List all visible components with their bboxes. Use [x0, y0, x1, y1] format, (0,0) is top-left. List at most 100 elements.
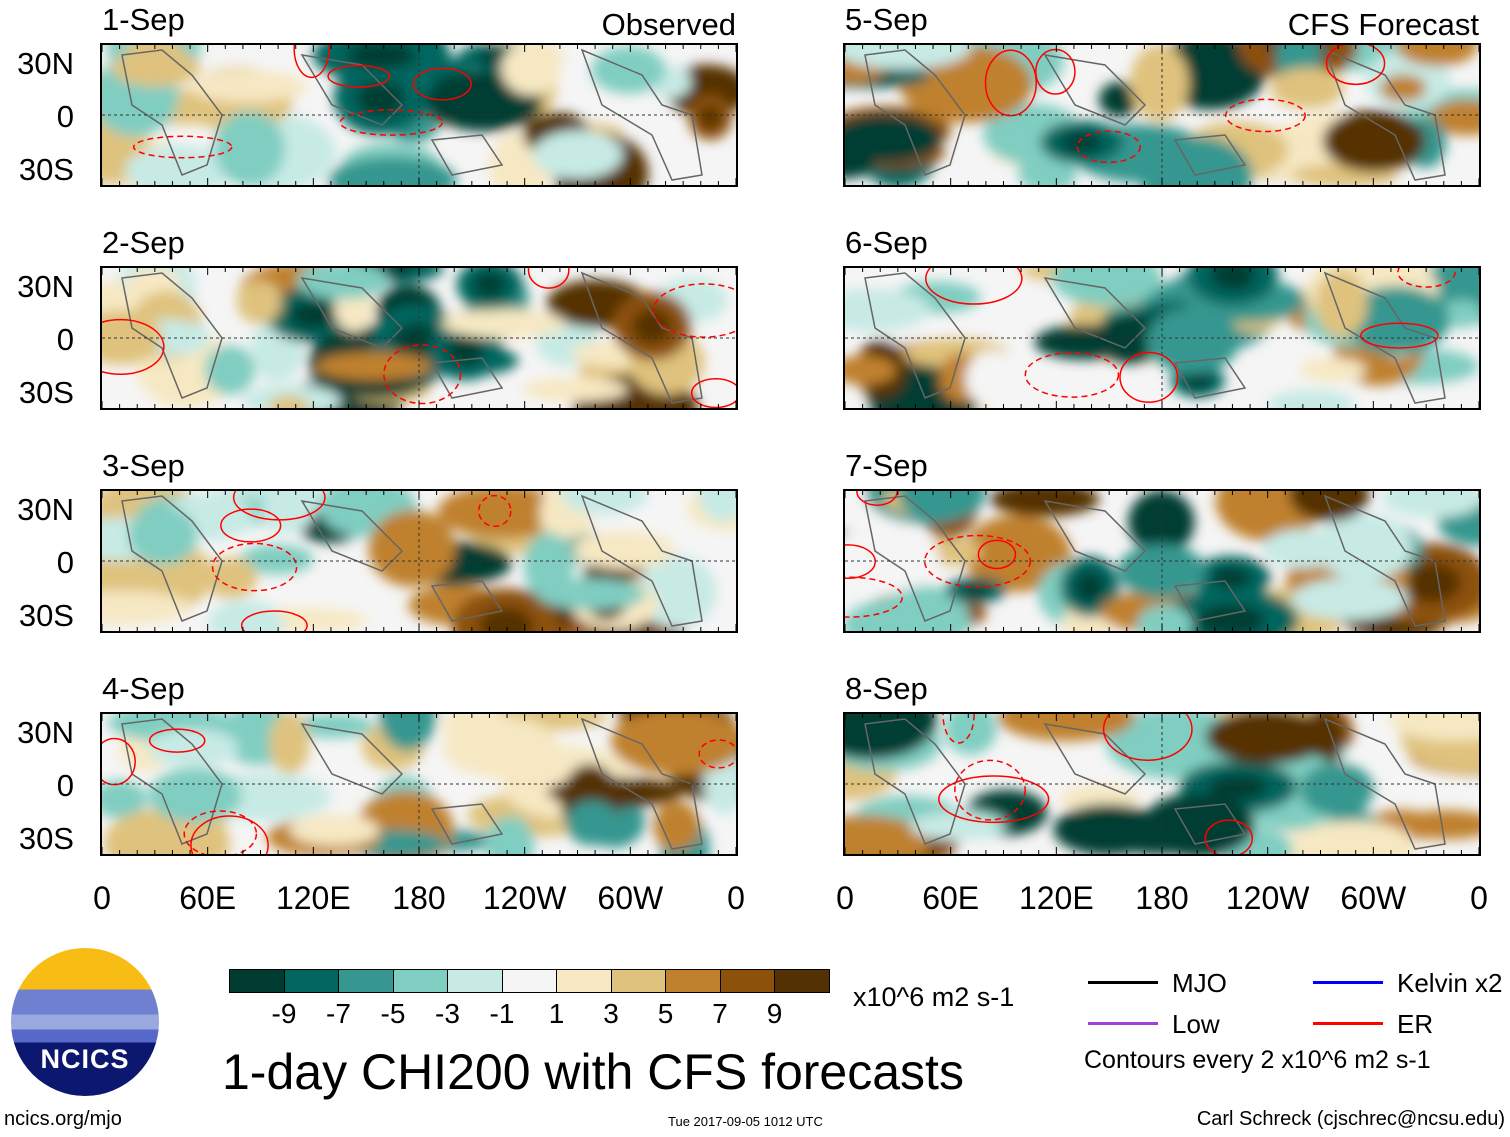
colorbar-swatch [393, 970, 448, 992]
anomaly-blob [820, 527, 941, 593]
anomaly-blob [1439, 300, 1484, 328]
lat-label: 30S [18, 821, 74, 856]
chi200-map [92, 680, 779, 881]
er-contour [220, 508, 282, 543]
lat-label: 30N [17, 492, 74, 527]
anomaly-blob [236, 280, 282, 324]
lat-label: 0 [56, 545, 74, 580]
colorbar-label: 9 [766, 998, 783, 1029]
er-contour [938, 775, 1050, 824]
legend-label: Low [1172, 1009, 1220, 1039]
chi200-map [57, 12, 750, 213]
map-panel [814, 244, 1510, 437]
anomaly-blob [1270, 67, 1345, 109]
anomaly-blob [501, 41, 562, 96]
er-contour [1360, 322, 1439, 349]
anomaly-blob [128, 506, 198, 565]
anomaly-blob [1146, 307, 1240, 374]
er-contour [1024, 351, 1120, 398]
panel-title: 6-Sep [845, 225, 928, 260]
logo-text: NCICS [40, 1044, 130, 1074]
contour-note: Contours every 2 x10^6 m2 s-1 [1084, 1046, 1431, 1074]
legend-label: MJO [1172, 968, 1227, 998]
er-contour [923, 534, 1032, 588]
lat-label: 30S [18, 152, 74, 187]
anomaly-blob [1299, 763, 1374, 817]
er-contour [132, 135, 233, 159]
map-panel [63, 249, 755, 441]
footer-timestamp: Tue 2017-09-05 1012 UTC [668, 1114, 823, 1129]
map-panel [92, 680, 779, 881]
lon-label: 120E [1018, 880, 1094, 916]
anomaly-blob [1315, 269, 1368, 338]
lon-label: 0 [93, 880, 111, 916]
lat-label: 30S [18, 598, 74, 633]
colorbar-units: x10^6 m2 s-1 [853, 982, 1015, 1012]
colorbar-swatch [666, 970, 721, 992]
anomaly-blob [653, 801, 701, 852]
anomaly-blob [437, 484, 569, 539]
anomaly-blob [368, 509, 456, 587]
lon-label: 60W [1340, 880, 1407, 916]
er-contour [412, 67, 472, 101]
lon-label: 120W [482, 880, 567, 916]
map-panel [799, 14, 1510, 216]
anomaly-blob [441, 308, 566, 339]
anomaly-blob [214, 111, 285, 187]
panel-title: 3-Sep [102, 448, 185, 483]
anomaly-blob [910, 812, 1001, 841]
anomaly-blob [1299, 357, 1367, 382]
map-panel [54, 461, 774, 665]
er-contour [383, 344, 462, 405]
legend-line [1088, 1022, 1158, 1025]
colorbar-swatch [230, 970, 285, 992]
colorbar-label: 7 [712, 998, 728, 1029]
colorbar-label: -1 [489, 998, 515, 1029]
panel-title: 4-Sep [102, 671, 185, 706]
er-contour [942, 684, 975, 744]
ncics-logo: NCICS [11, 948, 159, 1096]
colorbar-swatch [775, 970, 829, 992]
lat-label: 30N [17, 46, 74, 81]
anomaly-blob [441, 706, 509, 741]
legend-label: ER [1397, 1009, 1434, 1039]
anomaly-blob [965, 350, 1022, 409]
legend-line [1313, 981, 1383, 984]
panel-title: 1-Sep [102, 2, 185, 37]
colorbar-label: 1 [548, 998, 565, 1029]
footer-url: ncics.org/mjo [4, 1108, 122, 1130]
anomaly-blob [1315, 513, 1413, 581]
er-contour [1034, 48, 1076, 95]
er-contour [339, 109, 444, 136]
panel-title: 2-Sep [102, 225, 185, 260]
colorbar-label: -3 [435, 998, 460, 1029]
lat-label: 0 [56, 99, 74, 134]
chi200-map [63, 249, 755, 441]
lon-label: 60W [597, 880, 664, 916]
lat-label: 0 [56, 768, 74, 803]
anomaly-blob [188, 70, 308, 103]
er-contour [327, 64, 391, 88]
panel-label: CFS Forecast [1287, 7, 1479, 42]
chi200-map [790, 460, 1510, 654]
lon-label: 120E [275, 880, 351, 916]
er-contour [954, 759, 1026, 821]
lon-label: 60E [179, 880, 237, 916]
anomaly-blob [944, 703, 997, 755]
map-panel [57, 12, 750, 213]
legend-label: Kelvin x2 [1397, 968, 1503, 998]
map-panel [797, 680, 1510, 883]
anomaly-blob [636, 555, 717, 629]
anomaly-blob [963, 514, 1072, 592]
legend-line [1313, 1022, 1383, 1025]
colorbar-swatch [720, 970, 775, 992]
colorbar-swatch [284, 970, 339, 992]
panel-title: 5-Sep [845, 2, 928, 37]
anomaly-blob [610, 708, 745, 775]
lat-label: 0 [56, 322, 74, 357]
anomaly-blob [315, 351, 433, 381]
anomaly-blob [532, 130, 624, 179]
colorbar-swatch [611, 970, 666, 992]
footer-credit: Carl Schreck (cjschrec@ncsu.edu) [1196, 1108, 1505, 1130]
